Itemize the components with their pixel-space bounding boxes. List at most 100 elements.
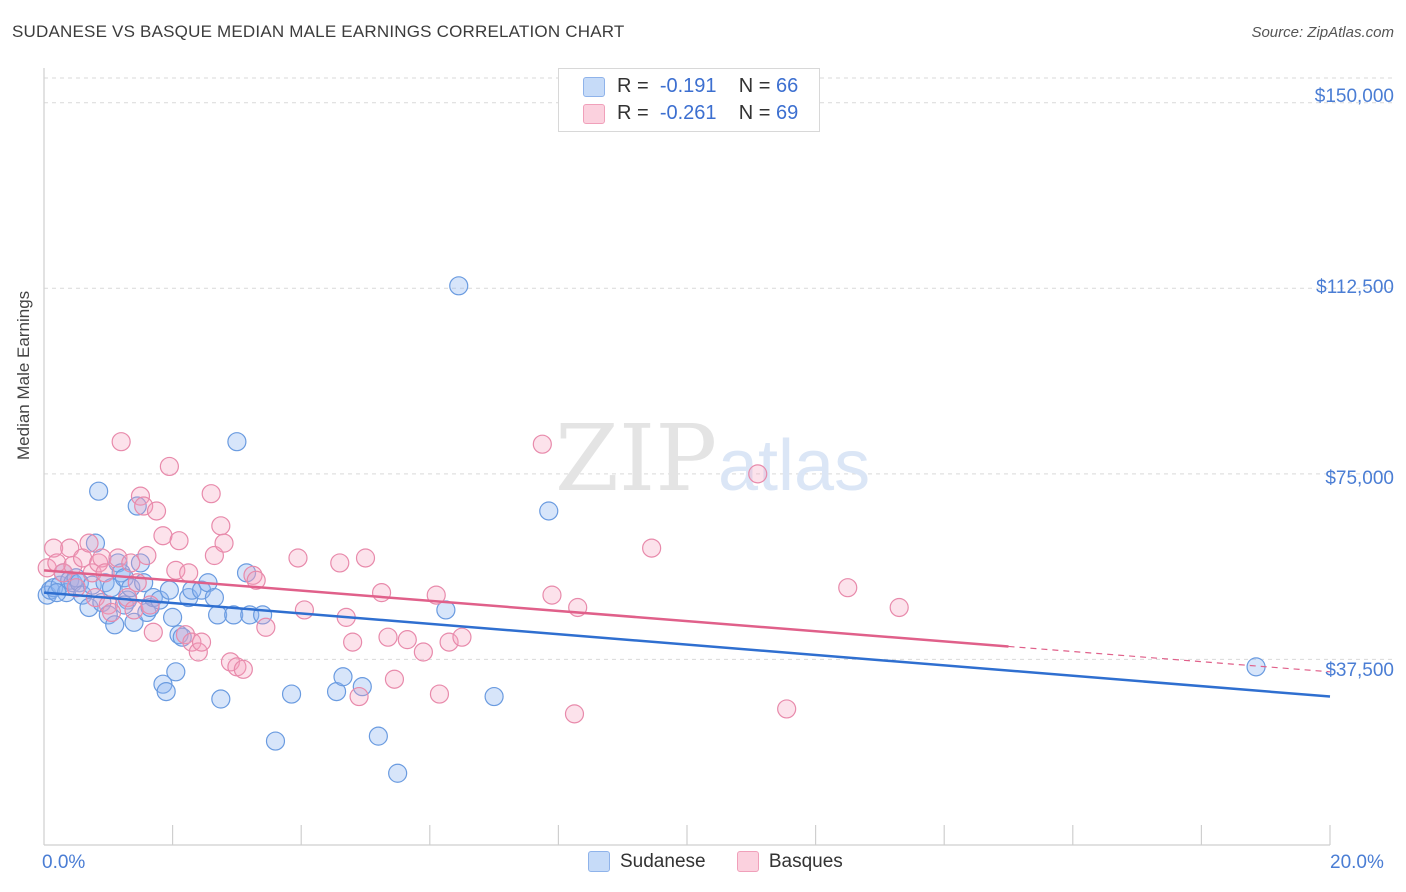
- data-point-basques: [355, 548, 376, 568]
- data-point-basques: [426, 585, 446, 605]
- data-point-sudanese: [484, 686, 504, 707]
- data-point-sudanese: [208, 605, 228, 625]
- data-point-basques: [175, 625, 196, 645]
- data-point-basques: [777, 699, 797, 719]
- legend-row-basques: R = -0.261 N = 69: [583, 102, 798, 126]
- data-point-basques: [153, 526, 173, 546]
- data-point-basques: [134, 496, 154, 516]
- data-point-basques: [256, 617, 276, 637]
- data-point-basques: [79, 533, 99, 553]
- data-point-sudanese: [333, 667, 353, 687]
- trend-line-extension-basques: [1008, 645, 1331, 673]
- legend-row-sudanese: R = -0.191 N = 66: [583, 75, 798, 99]
- legend-swatch-sudanese: [583, 76, 605, 97]
- legend-r-value: -0.191: [659, 75, 717, 97]
- data-point-basques: [330, 553, 350, 573]
- x-tick-label-max: 20.0%: [1330, 852, 1384, 873]
- data-point-sudanese: [156, 681, 176, 702]
- data-point-basques: [108, 548, 128, 568]
- data-point-basques: [191, 632, 212, 652]
- data-point-sudanese: [130, 553, 151, 573]
- data-point-sudanese: [265, 731, 286, 751]
- legend-r-label: R =: [617, 102, 649, 124]
- data-point-sudanese: [388, 763, 408, 783]
- legend-swatch-sudanese: [588, 851, 610, 873]
- data-point-basques: [140, 595, 160, 615]
- data-point-basques: [288, 548, 308, 568]
- data-point-sudanese: [159, 580, 179, 600]
- legend-n-label: N =: [738, 75, 771, 97]
- data-point-sudanese: [95, 573, 115, 593]
- legend-label-sudanese: Sudanese: [620, 851, 706, 872]
- trend-line-sudanese: [43, 591, 1331, 698]
- data-point-basques: [44, 538, 64, 558]
- y-tick-label: $150,000: [1314, 86, 1394, 107]
- data-point-basques: [92, 548, 112, 568]
- data-point-basques: [182, 632, 202, 652]
- data-point-basques: [214, 533, 234, 553]
- data-point-basques: [233, 659, 253, 679]
- data-point-sudanese: [204, 587, 224, 608]
- y-tick-label: $37,500: [1325, 660, 1394, 681]
- data-point-basques: [371, 583, 392, 603]
- trend-line-basques: [43, 569, 1009, 648]
- data-point-basques: [121, 553, 141, 573]
- data-point-basques: [294, 600, 315, 620]
- data-point-basques: [246, 570, 266, 590]
- y-tick-label: $112,500: [1316, 277, 1394, 298]
- data-point-basques: [748, 464, 768, 484]
- data-point-sudanese: [172, 627, 192, 647]
- data-point-sudanese: [105, 615, 125, 635]
- data-point-basques: [101, 602, 122, 623]
- data-point-basques: [66, 578, 86, 598]
- data-point-basques: [378, 627, 398, 647]
- data-point-sudanese: [449, 276, 469, 296]
- legend-n-label: N =: [738, 102, 771, 124]
- data-point-sudanese: [539, 501, 559, 521]
- data-point-basques: [349, 686, 369, 707]
- legend-r-label: R =: [617, 75, 649, 97]
- correlation-legend: R = -0.191 N = 66 R = -0.261 N = 69: [558, 68, 820, 132]
- chart-title: SUDANESE VS BASQUE MEDIAN MALE EARNINGS …: [12, 22, 625, 41]
- data-point-basques: [452, 627, 472, 647]
- data-point-sudanese: [211, 689, 231, 709]
- legend-label-basques: Basques: [768, 851, 843, 872]
- x-tick-label-min: 0.0%: [42, 852, 86, 873]
- data-point-basques: [384, 669, 405, 689]
- watermark-zip: ZIP: [555, 405, 717, 512]
- data-point-basques: [642, 538, 662, 558]
- legend-n-value: 69: [776, 102, 799, 124]
- y-tick-label: $75,000: [1325, 468, 1394, 489]
- data-point-basques: [413, 642, 433, 662]
- data-point-sudanese: [281, 684, 302, 704]
- data-point-basques: [179, 563, 199, 583]
- data-point-basques: [137, 545, 157, 566]
- data-point-basques: [429, 684, 450, 704]
- legend-item-sudanese: Sudanese: [588, 851, 706, 873]
- data-point-sudanese: [166, 662, 186, 682]
- data-point-basques: [169, 531, 189, 551]
- legend-n-value: 66: [776, 75, 799, 97]
- legend-item-basques: Basques: [736, 851, 843, 873]
- y-axis-label: Median Male Earnings: [14, 290, 33, 460]
- data-point-sudanese: [163, 607, 183, 627]
- data-point-basques: [63, 555, 83, 576]
- data-point-basques: [542, 585, 562, 605]
- legend-swatch-basques: [736, 851, 759, 873]
- source-label: Source: ZipAtlas.com: [1251, 24, 1394, 41]
- legend-r-value: -0.261: [659, 102, 717, 124]
- data-point-basques: [124, 600, 144, 620]
- watermark-atlas: atlas: [718, 426, 870, 506]
- data-point-basques: [439, 632, 459, 652]
- data-point-sudanese: [89, 481, 109, 501]
- data-point-basques: [201, 484, 221, 504]
- series-legend: Sudanese Basques: [588, 851, 869, 873]
- data-point-basques: [397, 630, 417, 650]
- data-point-basques: [532, 434, 552, 454]
- data-point-sudanese: [368, 726, 388, 746]
- data-point-sudanese: [227, 432, 247, 452]
- data-point-basques: [111, 432, 131, 452]
- data-point-sudanese: [224, 605, 244, 625]
- data-point-basques: [95, 563, 115, 583]
